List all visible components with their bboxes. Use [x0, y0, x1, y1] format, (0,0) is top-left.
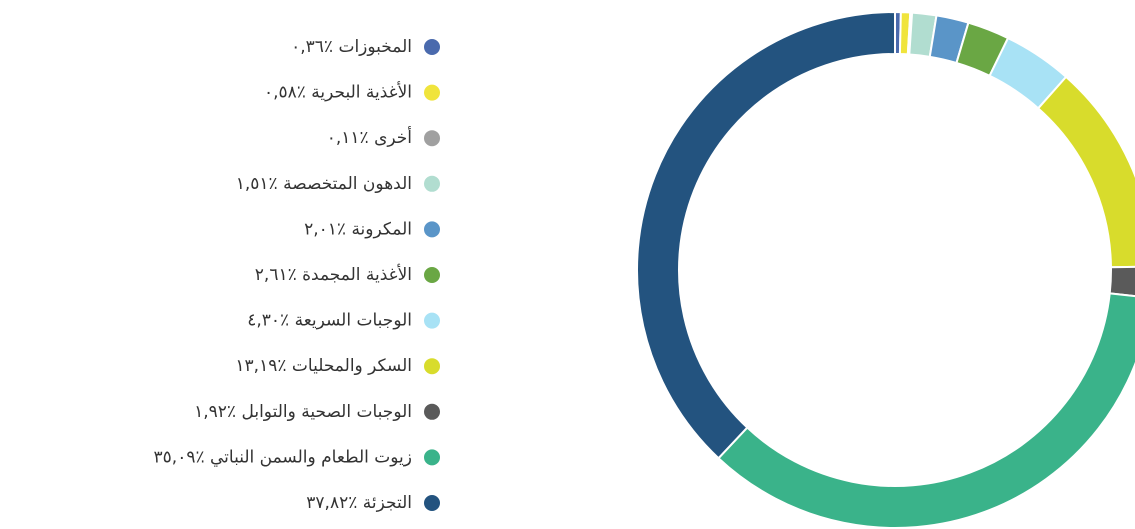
legend-label: المكرونة ٪٢,٠١ [304, 219, 412, 239]
legend-dot [424, 130, 440, 147]
legend-dot [424, 39, 440, 55]
legend-name: المكرونة [351, 219, 412, 239]
legend-name: الوجبات السريعة [295, 311, 412, 331]
legend-dot [424, 221, 440, 238]
legend-value: ٪٢,٦١ [255, 265, 297, 285]
legend-label: التجزئة ٪٣٧,٨٢ [306, 493, 412, 513]
legend-name: الأغذية المجمدة [302, 264, 412, 285]
legend-dot [424, 358, 440, 375]
legend-value: ٪٠,٣٦ [291, 37, 333, 57]
donut-slice [717, 292, 1135, 529]
legend-name: الوجبات الصحية والتوابل [241, 402, 412, 422]
donut-slice [636, 10, 896, 460]
legend-name: الدهون المتخصصة [283, 174, 412, 194]
legend-dot [424, 403, 440, 420]
legend-value: ٪٠,٥٨ [264, 83, 306, 103]
legend-name: التجزئة [363, 493, 412, 513]
legend-label: زيوت الطعام والسمن النباتي ٪٣٥,٠٩ [154, 447, 412, 467]
legend-label: الأغذية المجمدة ٪٢,٦١ [255, 264, 412, 285]
legend-value: ٪١٣,١٩ [235, 356, 286, 376]
legend-label: الوجبات السريعة ٪٤,٣٠ [247, 311, 412, 331]
legend-value: ٪١,٥١ [236, 174, 278, 194]
legend-label: الوجبات الصحية والتوابل ٪١,٩٢ [194, 402, 412, 422]
legend-name: السكر والمحليات [292, 356, 412, 376]
legend-value: ٪٣٥,٠٩ [154, 447, 205, 467]
legend-dot [424, 84, 440, 101]
legend-value: ٪٤,٣٠ [247, 311, 289, 331]
legend-dot [424, 495, 440, 511]
legend-value: ٪٣٧,٨٢ [306, 493, 357, 513]
legend-name: زيوت الطعام والسمن النباتي [210, 447, 412, 467]
legend-value: ٪٠,١١ [327, 128, 369, 148]
donut-slice [1036, 75, 1135, 269]
legend-dot [424, 175, 440, 192]
legend-label: أخرى ٪٠,١١ [327, 126, 412, 148]
legend-label: المخبوزات ٪٠,٣٦ [291, 37, 412, 57]
legend-name: أخرى [374, 126, 412, 148]
legend-value: ٪٢,٠١ [304, 219, 346, 239]
legend-dot [424, 267, 440, 283]
legend-label: الدهون المتخصصة ٪١,٥١ [236, 174, 412, 194]
legend-dot [424, 449, 440, 466]
legend-name: الأغذية البحرية [311, 82, 412, 103]
legend-label: السكر والمحليات ٪١٣,١٩ [235, 356, 412, 376]
legend-dot [424, 312, 440, 329]
legend-value: ٪١,٩٢ [194, 402, 236, 422]
legend-label: الأغذية البحرية ٪٠,٥٨ [264, 82, 412, 103]
legend-name: المخبوزات [338, 37, 412, 57]
